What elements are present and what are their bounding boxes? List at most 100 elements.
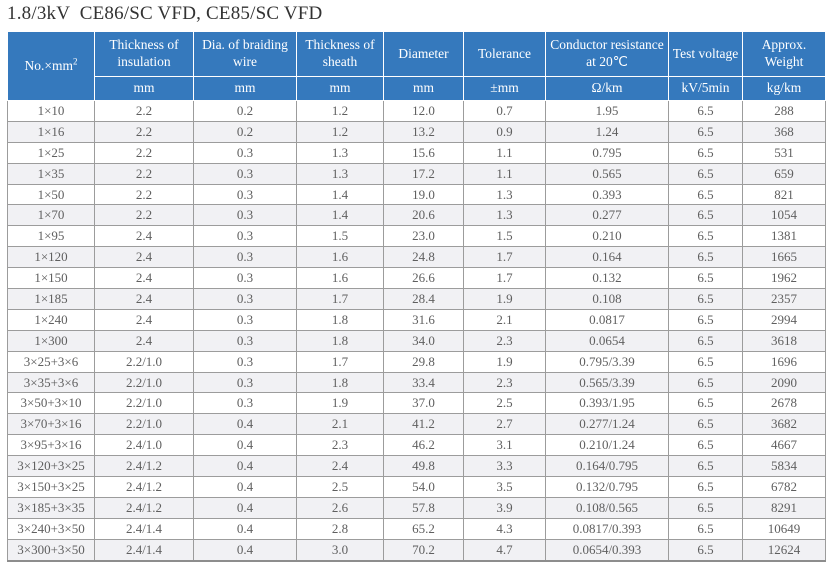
table-cell: 4667 [742,434,826,457]
table-cell: 6.5 [668,350,743,373]
table-cell: 1696 [742,350,826,373]
table-cell: 0.393 [545,183,669,206]
table-cell: 49.8 [383,455,464,478]
table-cell: 2678 [742,392,826,415]
table-row: 1×70 2.2 0.3 1.4 20.6 1.3 0.277 6.5 1054 [7,204,826,227]
table-cell: 0.164/0.795 [545,455,669,478]
table-cell: 1×10 [7,100,95,122]
table-cell: 1×300 [7,329,95,352]
column-header: Test voltage [668,31,743,77]
table-cell: 1.7 [296,350,384,373]
table-cell: 2.4/1.4 [94,517,194,540]
table-cell: 2.4/1.4 [94,538,194,562]
table-cell: 6.5 [668,455,743,478]
table-cell: 1.24 [545,120,669,143]
table-cell: 0.2 [193,100,297,122]
table-cell: 3×240+3×50 [7,517,95,540]
table-cell: 6.5 [668,329,743,352]
table-cell: 6.5 [668,434,743,457]
table-row: 1×50 2.2 0.3 1.4 19.0 1.3 0.393 6.5 821 [7,183,826,206]
table-cell: 2.4/1.2 [94,455,194,478]
table-cell: 4.7 [463,538,546,562]
table-cell: 70.2 [383,538,464,562]
table-cell: 3×25+3×6 [7,350,95,373]
unit-header: mm [193,76,297,101]
page-title: 1.8/3kV CE86/SC VFD, CE85/SC VFD [7,3,323,24]
table-cell: 0.3 [193,141,297,164]
table-cell: 0.393/1.95 [545,392,669,415]
table-cell: 0.4 [193,496,297,519]
table-cell: 12.0 [383,100,464,122]
table-cell: 3×70+3×16 [7,413,95,436]
table-cell: 1×185 [7,288,95,310]
table-cell: 0.0817/0.393 [545,517,669,540]
table-cell: 6.5 [668,120,743,143]
table-cell: 5834 [742,455,826,478]
spec-table: No.×mm2 Thickness of insulation Dia. of br… [7,31,826,562]
table-cell: 0.3 [193,267,297,290]
table-cell: 6.5 [668,308,743,331]
table-body: 1×10 2.2 0.2 1.2 12.0 0.7 1.95 6.5 288 1×16 2.2 0.2… [7,100,826,562]
table-cell: 6.5 [668,413,743,436]
table-row: 1×240 2.4 0.3 1.8 31.6 2.1 0.0817 6.5 2994 [7,308,826,331]
table-cell: 3.5 [463,476,546,498]
table-cell: 821 [742,183,826,206]
table-row: 1×150 2.4 0.3 1.6 26.6 1.7 0.132 6.5 1962 [7,267,826,290]
unit-header: ±mm [463,76,546,101]
table-cell: 0.3 [193,350,297,373]
table-cell: 0.0654/0.393 [545,538,669,562]
table-cell: 1.6 [296,246,384,269]
table-cell: 6.5 [668,267,743,290]
table-cell: 20.6 [383,204,464,227]
table-cell: 0.108 [545,288,669,310]
table-cell: 1.7 [463,267,546,290]
table-cell: 1×240 [7,308,95,331]
table-cell: 2.2 [94,120,194,143]
table-cell: 41.2 [383,413,464,436]
table-cell: 1.9 [463,350,546,373]
table-cell: 0.4 [193,538,297,562]
table-cell: 0.9 [463,120,546,143]
table-cell: 12624 [742,538,826,562]
column-header: Approx. Weight [742,31,826,77]
table-cell: 0.0817 [545,308,669,331]
table-cell: 0.277 [545,204,669,227]
table-cell: 0.3 [193,225,297,248]
column-header: Dia. of braiding wire [193,31,297,77]
table-cell: 2.3 [463,329,546,352]
table-cell: 2.2 [94,162,194,185]
table-cell: 1.3 [463,204,546,227]
table-cell: 1.3 [463,183,546,206]
table-cell: 1381 [742,225,826,248]
table-row: 3×70+3×16 2.2/1.0 0.4 2.1 41.2 2.7 0.277/1.24 6… [7,413,826,436]
table-cell: 1.9 [463,288,546,310]
table-cell: 2357 [742,288,826,310]
table-cell: 19.0 [383,183,464,206]
table-row: 1×10 2.2 0.2 1.2 12.0 0.7 1.95 6.5 288 [7,100,826,122]
table-cell: 3×150+3×25 [7,476,95,498]
table-cell: 54.0 [383,476,464,498]
table-cell: 65.2 [383,517,464,540]
table-cell: 2.4/1.2 [94,476,194,498]
table-cell: 0.7 [463,100,546,122]
column-header: No.×mm2 [7,31,95,101]
table-row: 1×120 2.4 0.3 1.6 24.8 1.7 0.164 6.5 1665 [7,246,826,269]
table-cell: 1054 [742,204,826,227]
table-row: 3×300+3×50 2.4/1.4 0.4 3.0 70.2 4.7 0.0654/0.3… [7,538,826,562]
table-cell: 0.4 [193,476,297,498]
table-cell: 10649 [742,517,826,540]
table-row: 1×185 2.4 0.3 1.7 28.4 1.9 0.108 6.5 2357 [7,288,826,310]
table-cell: 0.132 [545,267,669,290]
table-cell: 2.1 [463,308,546,331]
table-cell: 24.8 [383,246,464,269]
table-cell: 13.2 [383,120,464,143]
table-row: 3×25+3×6 2.2/1.0 0.3 1.7 29.8 1.9 0.795/3.39 6.… [7,350,826,373]
column-header: Tolerance [463,31,546,77]
column-header: Diameter [383,31,464,77]
table-cell: 1.1 [463,141,546,164]
table-cell: 1×150 [7,267,95,290]
table-row: 1×95 2.4 0.3 1.5 23.0 1.5 0.210 6.5 1381 [7,225,826,248]
table-cell: 57.8 [383,496,464,519]
table-cell: 31.6 [383,308,464,331]
table-cell: 3×185+3×35 [7,496,95,519]
